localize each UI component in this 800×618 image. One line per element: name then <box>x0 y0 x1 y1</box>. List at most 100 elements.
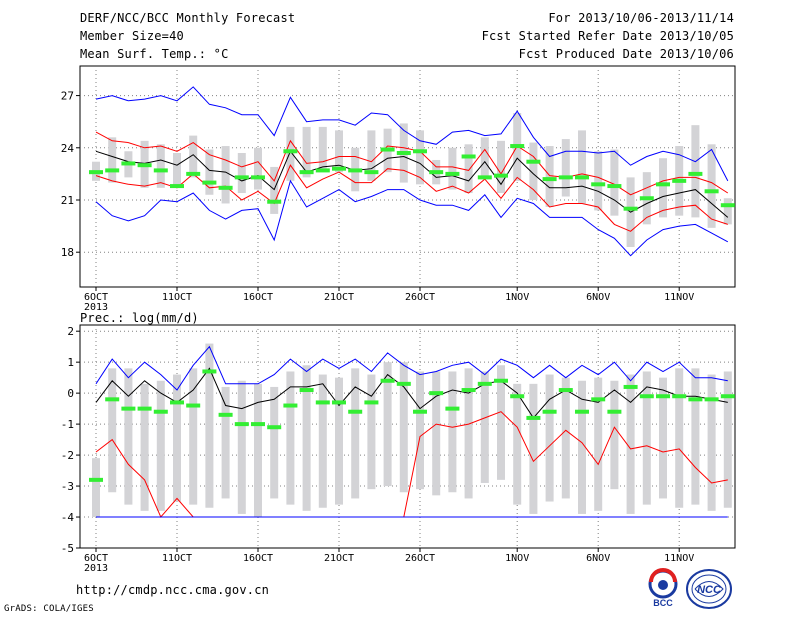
temperature-marker <box>720 203 735 208</box>
precipitation-marker <box>623 384 638 389</box>
temperature-xtick-label: 21OCT <box>324 292 354 303</box>
temperature-marker <box>526 159 541 164</box>
temperature-marker <box>315 168 330 173</box>
temperature-marker <box>202 180 217 185</box>
temperature-marker <box>283 149 298 154</box>
precipitation-marker <box>477 381 492 386</box>
precipitation-marker <box>186 403 201 408</box>
precipitation-marker <box>461 388 476 393</box>
precipitation-marker <box>429 391 444 396</box>
precipitation-marker <box>510 394 525 399</box>
precipitation-xtick-label: 2013 <box>84 563 108 574</box>
temperature-marker <box>688 171 703 176</box>
temperature-ytick-label: 21 <box>61 194 74 207</box>
temperature-mean-line <box>95 150 729 218</box>
precipitation-spread-box <box>351 368 360 499</box>
temperature-spread-box <box>659 158 667 218</box>
ncc-logo: NCC <box>686 569 732 609</box>
temperature-marker <box>656 182 670 187</box>
temperature-xtick-label: 6NOV <box>586 292 610 303</box>
precipitation-spread-box <box>448 371 457 493</box>
precipitation-spread-box <box>189 368 198 505</box>
precipitation-marker <box>315 400 330 405</box>
precipitation-marker <box>672 394 687 399</box>
precipitation-spread-box <box>432 371 441 496</box>
temperature-marker <box>591 182 606 187</box>
precipitation-spread-box <box>124 368 133 505</box>
precipitation-marker <box>137 406 152 411</box>
temperature-marker <box>672 178 687 183</box>
temperature-marker <box>396 151 411 156</box>
precipitation-spread-box <box>399 362 408 493</box>
temperature-spread-box <box>691 125 700 218</box>
precipitation-spread-box <box>302 365 311 511</box>
source-url[interactable]: http://cmdp.ncc.cma.gov.cn <box>76 583 270 597</box>
precipitation-marker <box>202 369 217 374</box>
temperature-spread-box <box>610 149 619 216</box>
precipitation-marker <box>105 397 120 402</box>
precipitation-xtick-label: 6NOV <box>586 553 610 564</box>
precipitation-marker <box>494 378 508 383</box>
precipitation-spread-box <box>545 374 554 502</box>
temperature-upper-line <box>95 131 729 196</box>
temperature-max-line <box>95 86 729 182</box>
temperature-spread-box <box>318 126 327 173</box>
temperature-spread-box <box>497 140 505 194</box>
temperature-marker <box>477 175 492 180</box>
temperature-xtick-label: 1NOV <box>505 292 529 303</box>
temperature-marker <box>623 206 638 211</box>
precipitation-max-line <box>95 345 728 391</box>
ncc-logo-text: NCC <box>697 584 722 596</box>
precipitation-marker <box>720 394 735 399</box>
precipitation-marker <box>639 394 654 399</box>
temperature-spread-box <box>237 153 246 194</box>
precipitation-xtick-label: 16OCT <box>243 553 273 564</box>
temperature-marker <box>542 177 557 182</box>
precipitation-marker <box>283 403 298 408</box>
precipitation-spread-box <box>318 374 327 508</box>
precipitation-spread-box <box>270 386 279 499</box>
temperature-spread-box <box>707 144 716 228</box>
temperature-xtick-label: 11OCT <box>162 292 192 303</box>
precipitation-spread-box <box>529 383 538 514</box>
grads-credit: GrADS: COLA/IGES <box>4 604 94 614</box>
precipitation-spread-box <box>707 374 716 511</box>
precipitation-spread-box <box>464 368 473 499</box>
precipitation-marker <box>364 400 379 405</box>
precipitation-ytick-label: 0 <box>67 387 74 400</box>
temperature-spread-box <box>367 130 376 181</box>
temperature-xtick-label: 16OCT <box>243 292 273 303</box>
temperature-marker <box>251 175 265 180</box>
temperature-marker <box>137 163 152 168</box>
temperature-marker <box>364 170 379 175</box>
precipitation-marker <box>688 397 703 402</box>
temperature-spread-box <box>270 166 279 214</box>
precipitation-marker <box>267 425 282 430</box>
precipitation-spread-box <box>108 368 117 493</box>
precipitation-marker <box>89 477 103 482</box>
temperature-marker <box>607 184 622 189</box>
temperature-marker <box>186 171 201 176</box>
precipitation-xtick-label: 11OCT <box>162 553 192 564</box>
temperature-spread-box <box>723 198 732 225</box>
temperature-marker <box>461 154 476 159</box>
precipitation-spread-box <box>497 365 505 480</box>
precipitation-spread-box <box>367 374 376 490</box>
precipitation-marker <box>332 400 346 405</box>
precipitation-spread-box <box>642 371 651 505</box>
precipitation-ytick-label: -5 <box>61 542 74 555</box>
precipitation-spread-box <box>675 368 684 508</box>
precipitation-spread-box <box>92 458 100 518</box>
precipitation-ytick-label: 2 <box>67 325 74 338</box>
precipitation-marker <box>170 400 184 405</box>
precipitation-marker <box>153 409 168 414</box>
precipitation-marker <box>591 397 606 402</box>
temperature-marker <box>267 199 282 204</box>
precipitation-spread-box <box>691 368 700 505</box>
temperature-xtick-label: 6OCT <box>84 292 108 303</box>
precipitation-marker <box>558 388 573 393</box>
precipitation-spread-box <box>594 377 603 511</box>
temperature-marker <box>121 161 136 166</box>
temperature-xtick-label: 11NOV <box>664 292 694 303</box>
